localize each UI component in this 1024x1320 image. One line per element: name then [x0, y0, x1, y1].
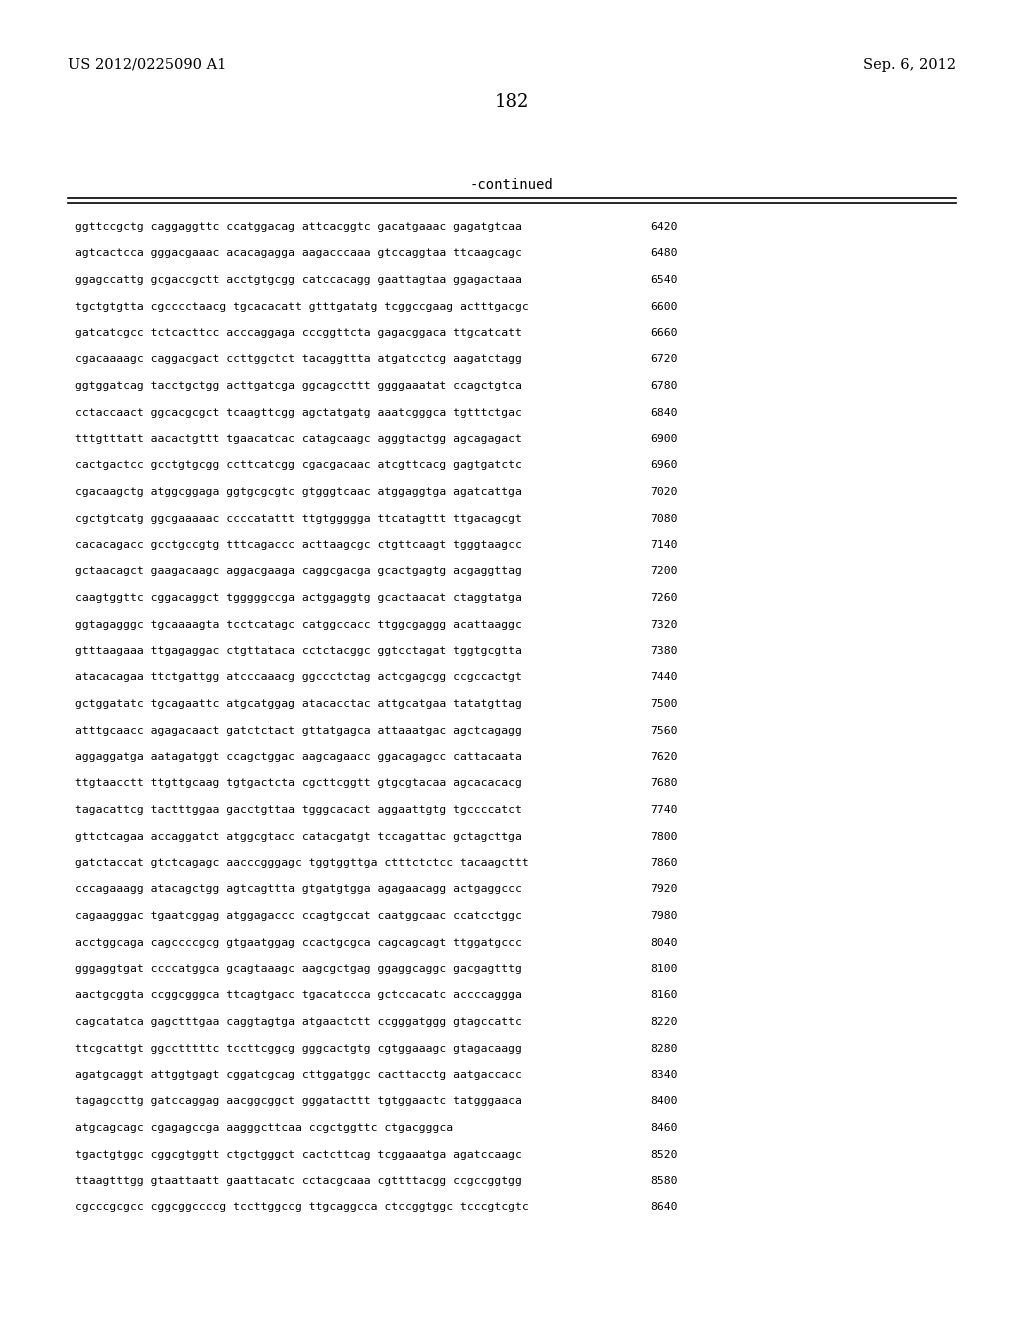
Text: 8160: 8160 [650, 990, 678, 1001]
Text: ttgtaacctt ttgttgcaag tgtgactcta cgcttcggtt gtgcgtacaa agcacacacg: ttgtaacctt ttgttgcaag tgtgactcta cgcttcg… [75, 779, 522, 788]
Text: agatgcaggt attggtgagt cggatcgcag cttggatggc cacttacctg aatgaccacc: agatgcaggt attggtgagt cggatcgcag cttggat… [75, 1071, 522, 1080]
Text: 7980: 7980 [650, 911, 678, 921]
Text: gctggatatc tgcagaattc atgcatggag atacacctac attgcatgaa tatatgttag: gctggatatc tgcagaattc atgcatggag atacacc… [75, 700, 522, 709]
Text: cgcccgcgcc cggcggccccg tccttggccg ttgcaggcca ctccggtggc tcccgtcgtc: cgcccgcgcc cggcggccccg tccttggccg ttgcag… [75, 1203, 528, 1213]
Text: 8520: 8520 [650, 1150, 678, 1159]
Text: 7740: 7740 [650, 805, 678, 814]
Text: 7320: 7320 [650, 619, 678, 630]
Text: 7860: 7860 [650, 858, 678, 869]
Text: 7620: 7620 [650, 752, 678, 762]
Text: 6900: 6900 [650, 434, 678, 444]
Text: cacacagacc gcctgccgtg tttcagaccc acttaagcgc ctgttcaagt tgggtaagcc: cacacagacc gcctgccgtg tttcagaccc acttaag… [75, 540, 522, 550]
Text: cgctgtcatg ggcgaaaaac ccccatattt ttgtggggga ttcatagttt ttgacagcgt: cgctgtcatg ggcgaaaaac ccccatattt ttgtggg… [75, 513, 522, 524]
Text: caagtggttc cggacaggct tgggggccga actggaggtg gcactaacat ctaggtatga: caagtggttc cggacaggct tgggggccga actggag… [75, 593, 522, 603]
Text: ttaagtttgg gtaattaatt gaattacatc cctacgcaaa cgttttacgg ccgccggtgg: ttaagtttgg gtaattaatt gaattacatc cctacgc… [75, 1176, 522, 1185]
Text: 6480: 6480 [650, 248, 678, 259]
Text: 7440: 7440 [650, 672, 678, 682]
Text: ggagccattg gcgaccgctt acctgtgcgg catccacagg gaattagtaa ggagactaaa: ggagccattg gcgaccgctt acctgtgcgg catccac… [75, 275, 522, 285]
Text: 7020: 7020 [650, 487, 678, 498]
Text: 8340: 8340 [650, 1071, 678, 1080]
Text: 8040: 8040 [650, 937, 678, 948]
Text: ggttccgctg caggaggttc ccatggacag attcacggtc gacatgaaac gagatgtcaa: ggttccgctg caggaggttc ccatggacag attcacg… [75, 222, 522, 232]
Text: 7080: 7080 [650, 513, 678, 524]
Text: aggaggatga aatagatggt ccagctggac aagcagaacc ggacagagcc cattacaata: aggaggatga aatagatggt ccagctggac aagcaga… [75, 752, 522, 762]
Text: 6780: 6780 [650, 381, 678, 391]
Text: 6600: 6600 [650, 301, 678, 312]
Text: 8100: 8100 [650, 964, 678, 974]
Text: -continued: -continued [470, 178, 554, 191]
Text: 7680: 7680 [650, 779, 678, 788]
Text: 7920: 7920 [650, 884, 678, 895]
Text: atacacagaa ttctgattgg atcccaaacg ggccctctag actcgagcgg ccgccactgt: atacacagaa ttctgattgg atcccaaacg ggccctc… [75, 672, 522, 682]
Text: ggtggatcag tacctgctgg acttgatcga ggcagccttt ggggaaatat ccagctgtca: ggtggatcag tacctgctgg acttgatcga ggcagcc… [75, 381, 522, 391]
Text: tagagccttg gatccaggag aacggcggct gggatacttt tgtggaactc tatgggaaca: tagagccttg gatccaggag aacggcggct gggatac… [75, 1097, 522, 1106]
Text: Sep. 6, 2012: Sep. 6, 2012 [863, 58, 956, 73]
Text: 6660: 6660 [650, 327, 678, 338]
Text: gggaggtgat ccccatggca gcagtaaagc aagcgctgag ggaggcaggc gacgagtttg: gggaggtgat ccccatggca gcagtaaagc aagcgct… [75, 964, 522, 974]
Text: cccagaaagg atacagctgg agtcagttta gtgatgtgga agagaacagg actgaggccc: cccagaaagg atacagctgg agtcagttta gtgatgt… [75, 884, 522, 895]
Text: 6840: 6840 [650, 408, 678, 417]
Text: 8400: 8400 [650, 1097, 678, 1106]
Text: gatctaccat gtctcagagc aacccgggagc tggtggttga ctttctctcc tacaagcttt: gatctaccat gtctcagagc aacccgggagc tggtgg… [75, 858, 528, 869]
Text: atgcagcagc cgagagccga aagggcttcaa ccgctggttc ctgacgggca: atgcagcagc cgagagccga aagggcttcaa ccgctg… [75, 1123, 454, 1133]
Text: 182: 182 [495, 92, 529, 111]
Text: gtttaagaaa ttgagaggac ctgttataca cctctacggc ggtcctagat tggtgcgtta: gtttaagaaa ttgagaggac ctgttataca cctctac… [75, 645, 522, 656]
Text: cgacaaaagc caggacgact ccttggctct tacaggttta atgatcctcg aagatctagg: cgacaaaagc caggacgact ccttggctct tacaggt… [75, 355, 522, 364]
Text: US 2012/0225090 A1: US 2012/0225090 A1 [68, 58, 226, 73]
Text: 7200: 7200 [650, 566, 678, 577]
Text: 8220: 8220 [650, 1016, 678, 1027]
Text: cagaagggac tgaatcggag atggagaccc ccagtgccat caatggcaac ccatcctggc: cagaagggac tgaatcggag atggagaccc ccagtgc… [75, 911, 522, 921]
Text: aactgcggta ccggcgggca ttcagtgacc tgacatccca gctccacatc accccaggga: aactgcggta ccggcgggca ttcagtgacc tgacatc… [75, 990, 522, 1001]
Text: cgacaagctg atggcggaga ggtgcgcgtc gtgggtcaac atggaggtga agatcattga: cgacaagctg atggcggaga ggtgcgcgtc gtgggtc… [75, 487, 522, 498]
Text: 7260: 7260 [650, 593, 678, 603]
Text: ttcgcattgt ggcctttttc tccttcggcg gggcactgtg cgtggaaagc gtagacaagg: ttcgcattgt ggcctttttc tccttcggcg gggcact… [75, 1044, 522, 1053]
Text: 7560: 7560 [650, 726, 678, 735]
Text: gatcatcgcc tctcacttcc acccaggaga cccggttcta gagacggaca ttgcatcatt: gatcatcgcc tctcacttcc acccaggaga cccggtt… [75, 327, 522, 338]
Text: 8280: 8280 [650, 1044, 678, 1053]
Text: atttgcaacc agagacaact gatctctact gttatgagca attaaatgac agctcagagg: atttgcaacc agagacaact gatctctact gttatga… [75, 726, 522, 735]
Text: 8580: 8580 [650, 1176, 678, 1185]
Text: 8640: 8640 [650, 1203, 678, 1213]
Text: cctaccaact ggcacgcgct tcaagttcgg agctatgatg aaatcgggca tgtttctgac: cctaccaact ggcacgcgct tcaagttcgg agctatg… [75, 408, 522, 417]
Text: 7140: 7140 [650, 540, 678, 550]
Text: agtcactcca gggacgaaac acacagagga aagacccaaa gtccaggtaa ttcaagcagc: agtcactcca gggacgaaac acacagagga aagaccc… [75, 248, 522, 259]
Text: 6720: 6720 [650, 355, 678, 364]
Text: gttctcagaa accaggatct atggcgtacc catacgatgt tccagattac gctagcttga: gttctcagaa accaggatct atggcgtacc catacga… [75, 832, 522, 842]
Text: cagcatatca gagctttgaa caggtagtga atgaactctt ccgggatggg gtagccattc: cagcatatca gagctttgaa caggtagtga atgaact… [75, 1016, 522, 1027]
Text: tgactgtggc cggcgtggtt ctgctgggct cactcttcag tcggaaatga agatccaagc: tgactgtggc cggcgtggtt ctgctgggct cactctt… [75, 1150, 522, 1159]
Text: 6960: 6960 [650, 461, 678, 470]
Text: ggtagagggc tgcaaaagta tcctcatagc catggccacc ttggcgaggg acattaaggc: ggtagagggc tgcaaaagta tcctcatagc catggcc… [75, 619, 522, 630]
Text: tgctgtgtta cgcccctaacg tgcacacatt gtttgatatg tcggccgaag actttgacgc: tgctgtgtta cgcccctaacg tgcacacatt gtttga… [75, 301, 528, 312]
Text: tagacattcg tactttggaa gacctgttaa tgggcacact aggaattgtg tgccccatct: tagacattcg tactttggaa gacctgttaa tgggcac… [75, 805, 522, 814]
Text: 6420: 6420 [650, 222, 678, 232]
Text: acctggcaga cagccccgcg gtgaatggag ccactgcgca cagcagcagt ttggatgccc: acctggcaga cagccccgcg gtgaatggag ccactgc… [75, 937, 522, 948]
Text: cactgactcc gcctgtgcgg ccttcatcgg cgacgacaac atcgttcacg gagtgatctc: cactgactcc gcctgtgcgg ccttcatcgg cgacgac… [75, 461, 522, 470]
Text: 7500: 7500 [650, 700, 678, 709]
Text: 8460: 8460 [650, 1123, 678, 1133]
Text: 6540: 6540 [650, 275, 678, 285]
Text: gctaacagct gaagacaagc aggacgaaga caggcgacga gcactgagtg acgaggttag: gctaacagct gaagacaagc aggacgaaga caggcga… [75, 566, 522, 577]
Text: 7380: 7380 [650, 645, 678, 656]
Text: 7800: 7800 [650, 832, 678, 842]
Text: tttgtttatt aacactgttt tgaacatcac catagcaagc agggtactgg agcagagact: tttgtttatt aacactgttt tgaacatcac catagca… [75, 434, 522, 444]
